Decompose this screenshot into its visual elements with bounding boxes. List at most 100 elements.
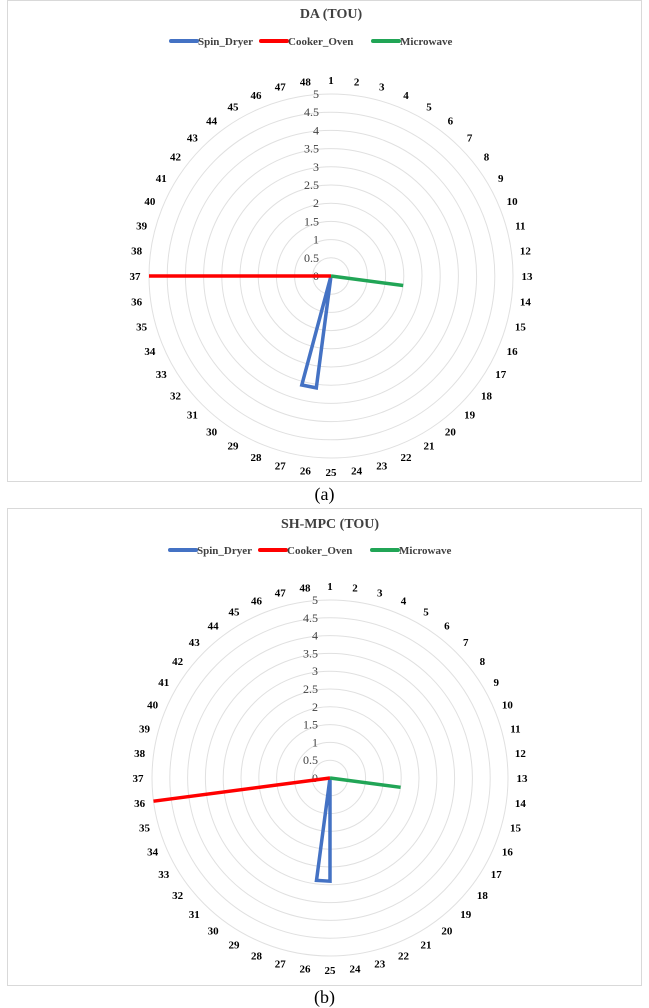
category-label: 21	[421, 939, 432, 951]
chart-panel-b: SH-MPC (TOU) Spin_Dryer Cooker_Oven Microwa…	[7, 508, 642, 986]
series-cooker_oven	[153, 776, 331, 803]
radar-chart-b: SH-MPC (TOU) Spin_Dryer Cooker_Oven Microwa…	[133, 517, 529, 977]
category-label: 11	[515, 220, 525, 232]
radial-tick-label: 3.5	[304, 142, 319, 156]
category-label: 9	[494, 677, 500, 689]
category-label: 31	[187, 410, 198, 422]
category-label: 37	[130, 271, 142, 283]
radial-tick-label: 2	[313, 196, 319, 210]
category-label: 19	[464, 410, 476, 422]
category-label: 16	[502, 846, 514, 858]
radial-tick-label: 2.5	[303, 682, 318, 696]
category-label: 21	[424, 441, 435, 453]
radial-tick-label: 2.5	[304, 178, 319, 192]
category-label: 32	[172, 890, 184, 902]
category-label: 2	[354, 77, 360, 89]
category-label: 34	[144, 346, 156, 358]
category-label: 24	[351, 465, 363, 477]
category-label: 3	[377, 588, 383, 600]
category-label: 30	[206, 426, 218, 438]
legend-label-spin_dryer: Spin_Dryer	[197, 545, 252, 557]
category-label: 17	[495, 369, 507, 381]
category-label: 29	[229, 939, 241, 951]
category-label: 43	[189, 637, 201, 649]
category-label: 42	[172, 656, 184, 668]
category-label: 38	[131, 245, 143, 257]
radial-tick-label: 0.5	[304, 251, 319, 265]
category-label: 22	[401, 452, 413, 464]
category-label: 41	[158, 677, 169, 689]
category-label: 12	[515, 748, 527, 760]
category-label: 44	[206, 116, 218, 128]
radial-tick-label: 1.5	[303, 718, 318, 732]
category-label: 4	[403, 90, 409, 102]
category-label: 45	[228, 101, 240, 113]
category-label: 7	[463, 637, 469, 649]
radial-tick-label: 2	[312, 700, 318, 714]
grid-ring	[151, 599, 509, 957]
radial-tick-label: 4	[312, 629, 318, 643]
category-label: 28	[251, 950, 263, 962]
category-label: 25	[326, 467, 338, 479]
grid-ring	[204, 652, 456, 904]
category-label: 34	[147, 846, 159, 858]
category-label: 18	[477, 890, 489, 902]
radial-tick-label: 3.5	[303, 646, 318, 660]
category-label: 6	[448, 116, 454, 128]
category-label: 12	[520, 245, 532, 257]
category-label: 26	[300, 465, 312, 477]
caption-a: (a)	[314, 484, 335, 504]
category-label: 11	[510, 723, 520, 735]
category-label: 7	[467, 132, 473, 144]
radar-chart-a: DA (TOU)Spin_Dryer Cooker_Oven Microwave00…	[130, 7, 534, 479]
radial-tick-label: 1	[313, 233, 319, 247]
category-label: 25	[325, 965, 337, 977]
category-label: 14	[515, 798, 527, 810]
category-label: 36	[134, 798, 146, 810]
category-label: 40	[147, 700, 159, 712]
category-label: 22	[398, 950, 410, 962]
category-label: 30	[208, 925, 220, 937]
radial-tick-label: 4.5	[304, 105, 319, 119]
category-label: 38	[134, 748, 146, 760]
radial-tick-label: 5	[312, 593, 318, 607]
radial-tick-label: 0.5	[303, 753, 318, 767]
category-label: 8	[484, 152, 490, 164]
category-label: 8	[480, 656, 486, 668]
category-label: 46	[251, 596, 263, 608]
category-label: 44	[208, 621, 220, 633]
category-label: 10	[507, 196, 519, 208]
category-label: 39	[136, 220, 148, 232]
category-label: 24	[350, 963, 362, 975]
legend-label-microwave: Microwave	[399, 545, 451, 557]
category-label: 23	[376, 460, 388, 472]
radial-tick-label: 4.5	[303, 611, 318, 625]
category-label: 39	[139, 723, 151, 735]
category-label: 20	[445, 426, 457, 438]
category-label: 9	[498, 173, 504, 185]
category-label: 36	[131, 297, 143, 309]
series-microwave	[329, 776, 401, 790]
category-label: 31	[189, 909, 200, 921]
radial-tick-label: 1.5	[304, 214, 319, 228]
radial-tick-label: 4	[313, 123, 319, 137]
category-label: 47	[275, 82, 287, 94]
category-label: 27	[275, 460, 287, 472]
legend-label-cooker_oven: Cooker_Oven	[288, 36, 353, 48]
category-label: 26	[299, 963, 311, 975]
legend-label-microwave: Microwave	[400, 36, 452, 48]
category-label: 2	[352, 583, 358, 595]
category-label: 14	[520, 297, 532, 309]
category-label: 40	[144, 196, 156, 208]
category-label: 10	[502, 700, 514, 712]
category-label: 16	[507, 346, 519, 358]
category-label: 48	[299, 583, 311, 595]
radial-tick-label: 5	[313, 87, 319, 101]
chart-panel-a: DA (TOU) Spin_Dryer Cooker_Oven Microwave 0 0…	[7, 0, 642, 482]
category-label: 13	[517, 773, 529, 785]
category-label: 42	[170, 152, 182, 164]
radial-tick-label: 3	[313, 160, 319, 174]
category-label: 43	[187, 132, 199, 144]
radial-tick-label: 3	[312, 664, 318, 678]
category-label: 15	[510, 823, 522, 835]
